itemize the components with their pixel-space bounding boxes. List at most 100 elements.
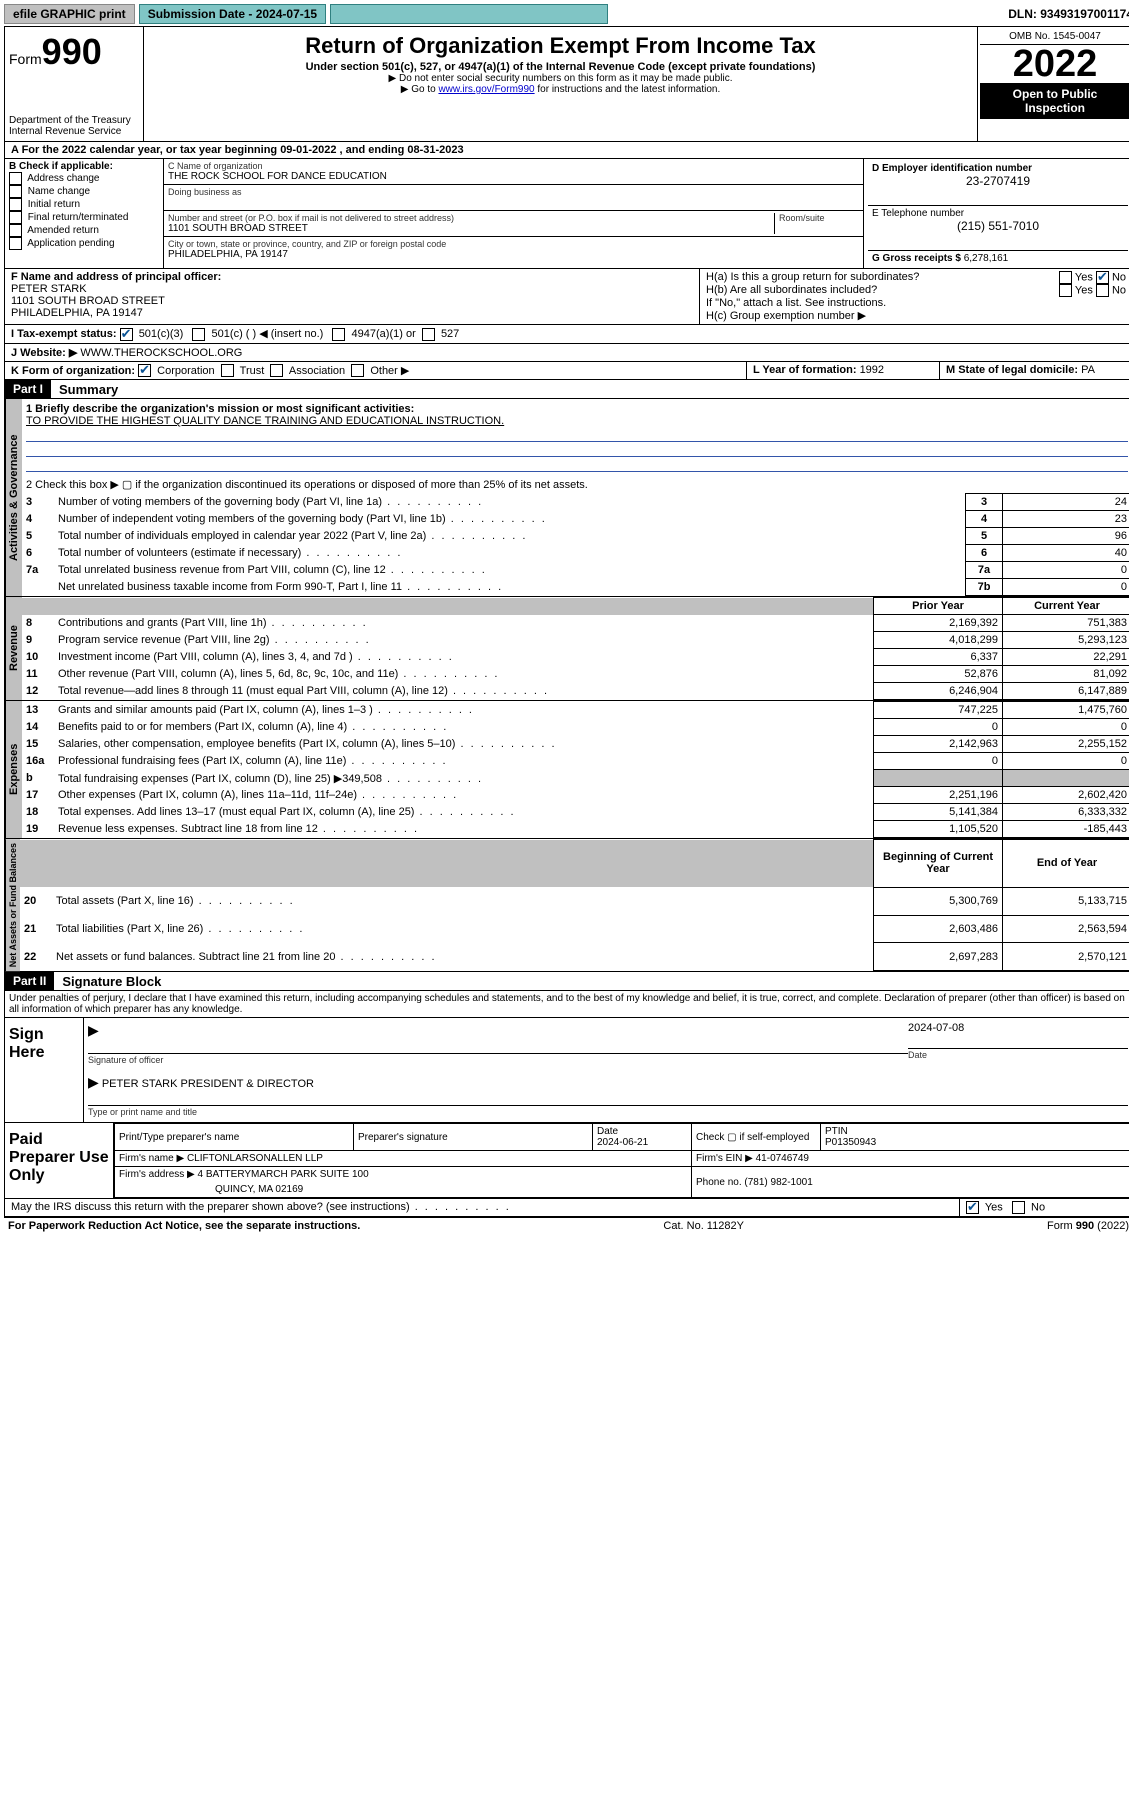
firm-ein: 41-0746749 xyxy=(756,1153,809,1164)
discuss-yes[interactable] xyxy=(966,1201,979,1214)
vtab-rev: Revenue xyxy=(5,597,22,700)
self-employed-check[interactable]: Check ▢ if self-employed xyxy=(692,1124,821,1151)
telephone: (215) 551-7010 xyxy=(872,219,1124,233)
discuss-no[interactable] xyxy=(1012,1201,1025,1214)
section-bcd: B Check if applicable: Address change Na… xyxy=(4,159,1129,269)
vtab-na: Net Assets or Fund Balances xyxy=(5,839,20,971)
gross-receipts: 6,278,161 xyxy=(964,253,1009,264)
ha-no[interactable] xyxy=(1096,271,1109,284)
name-label: C Name of organization xyxy=(168,161,859,171)
cat-no: Cat. No. 11282Y xyxy=(663,1220,744,1232)
firm-name: CLIFTONLARSONALLEN LLP xyxy=(187,1153,323,1164)
dept-treasury: Department of the Treasury xyxy=(9,115,139,126)
officer-name: PETER STARK xyxy=(11,283,87,295)
row-i: I Tax-exempt status: 501(c)(3) 501(c) ( … xyxy=(4,325,1129,344)
corp-check[interactable] xyxy=(138,364,151,377)
efile-button[interactable]: efile GRAPHIC print xyxy=(4,4,135,24)
summary-ag: Activities & Governance 1 Briefly descri… xyxy=(4,399,1129,597)
hb-yes[interactable] xyxy=(1059,284,1072,297)
officer-print-name: PETER STARK PRESIDENT & DIRECTOR xyxy=(102,1078,314,1090)
boxb-check[interactable] xyxy=(9,211,22,224)
top-bar: efile GRAPHIC print Submission Date - 20… xyxy=(4,4,1129,24)
ha-label: H(a) Is this a group return for subordin… xyxy=(706,271,919,284)
org-city: PHILADELPHIA, PA 19147 xyxy=(168,249,859,260)
summary-expenses: Expenses 13 Grants and similar amounts p… xyxy=(4,701,1129,839)
city-label: City or town, state or province, country… xyxy=(168,239,859,249)
4947-check[interactable] xyxy=(332,328,345,341)
row-fh: F Name and address of principal officer:… xyxy=(4,269,1129,325)
527-check[interactable] xyxy=(422,328,435,341)
hb-note: If "No," attach a list. See instructions… xyxy=(706,297,1126,309)
gross-label: G Gross receipts $ xyxy=(872,253,961,264)
boxb-check[interactable] xyxy=(9,224,22,237)
irs-label: Internal Revenue Service xyxy=(9,126,139,137)
website: WWW.THEROCKSCHOOL.ORG xyxy=(80,347,242,359)
paid-preparer-section: Paid Preparer Use Only Print/Type prepar… xyxy=(4,1123,1129,1199)
ha-yes[interactable] xyxy=(1059,271,1072,284)
vtab-ag: Activities & Governance xyxy=(5,399,22,596)
summary-revenue: Revenue Prior Year Current Year8 Contrib… xyxy=(4,597,1129,701)
org-address: 1101 SOUTH BROAD STREET xyxy=(168,223,774,234)
org-name: THE ROCK SCHOOL FOR DANCE EDUCATION xyxy=(168,171,859,182)
trust-check[interactable] xyxy=(221,364,234,377)
part1-header: Part I Summary xyxy=(4,380,1129,399)
name-title-label: Type or print name and title xyxy=(88,1107,197,1117)
note-link: ▶ Go to www.irs.gov/Form990 for instruct… xyxy=(148,84,973,95)
box-c: C Name of organization THE ROCK SCHOOL F… xyxy=(164,159,863,268)
hb-label: H(b) Are all subordinates included? xyxy=(706,284,877,297)
paid-preparer-label: Paid Preparer Use Only xyxy=(5,1123,114,1198)
boxb-check[interactable] xyxy=(9,185,22,198)
dln: DLN: 93493197001174 xyxy=(1008,7,1129,21)
boxb-check[interactable] xyxy=(9,198,22,211)
firm-phone: (781) 982-1001 xyxy=(744,1177,812,1188)
boxb-check[interactable] xyxy=(9,172,22,185)
form-subtitle: Under section 501(c), 527, or 4947(a)(1)… xyxy=(148,61,973,73)
state-domicile: PA xyxy=(1081,364,1095,376)
dba-label: Doing business as xyxy=(168,187,859,197)
assoc-check[interactable] xyxy=(270,364,283,377)
year-formation: 1992 xyxy=(860,364,884,376)
open-inspection: Open to Public Inspection xyxy=(980,83,1129,119)
hc-label: H(c) Group exemption number ▶ xyxy=(706,309,1126,322)
officer-addr2: PHILADELPHIA, PA 19147 xyxy=(11,307,143,319)
prep-name-label: Print/Type preparer's name xyxy=(115,1124,354,1151)
tax-year: 2022 xyxy=(980,45,1129,83)
row-klm: K Form of organization: Corporation Trus… xyxy=(4,362,1129,381)
hb-no[interactable] xyxy=(1096,284,1109,297)
sign-here-label: Sign Here xyxy=(5,1018,84,1122)
501c-check[interactable] xyxy=(192,328,205,341)
form-footer: Form 990 (2022) xyxy=(1047,1220,1129,1232)
box-d: D Employer identification number 23-2707… xyxy=(863,159,1129,268)
prep-date: 2024-06-21 xyxy=(597,1137,648,1148)
boxb-check[interactable] xyxy=(9,237,22,250)
officer-label: F Name and address of principal officer: xyxy=(11,271,221,283)
q2: 2 Check this box ▶ ▢ if the organization… xyxy=(22,476,1129,493)
irs-link[interactable]: www.irs.gov/Form990 xyxy=(438,84,534,95)
501c3-check[interactable] xyxy=(120,328,133,341)
tel-label: E Telephone number xyxy=(872,208,964,219)
vtab-exp: Expenses xyxy=(5,701,22,838)
firm-addr: 4 BATTERYMARCH PARK SUITE 100 xyxy=(198,1169,369,1180)
mission: TO PROVIDE THE HIGHEST QUALITY DANCE TRA… xyxy=(26,415,504,427)
officer-addr1: 1101 SOUTH BROAD STREET xyxy=(11,295,165,307)
footer: For Paperwork Reduction Act Notice, see … xyxy=(4,1217,1129,1234)
sig-declaration: Under penalties of perjury, I declare th… xyxy=(4,991,1129,1018)
row-j: J Website: ▶ WWW.THEROCKSCHOOL.ORG xyxy=(4,344,1129,362)
addr-label: Number and street (or P.O. box if mail i… xyxy=(168,213,774,223)
sign-here-section: Sign Here ▶ Signature of officer 2024-07… xyxy=(4,1018,1129,1123)
form-header: Form990 Department of the Treasury Inter… xyxy=(4,26,1129,142)
firm-city: QUINCY, MA 02169 xyxy=(115,1182,692,1198)
blank-button xyxy=(330,4,608,24)
room-label: Room/suite xyxy=(779,213,859,223)
discuss-row: May the IRS discuss this return with the… xyxy=(4,1199,1129,1217)
prep-sig-label: Preparer's signature xyxy=(354,1124,593,1151)
sig-date: 2024-07-08 xyxy=(908,1022,1128,1034)
note-ssn: ▶ Do not enter social security numbers o… xyxy=(148,73,973,84)
box-b: B Check if applicable: Address change Na… xyxy=(5,159,164,268)
part2-header: Part II Signature Block xyxy=(4,972,1129,991)
ein: 23-2707419 xyxy=(872,174,1124,188)
ptin: P01350943 xyxy=(825,1137,876,1148)
other-check[interactable] xyxy=(351,364,364,377)
submission-date-button[interactable]: Submission Date - 2024-07-15 xyxy=(139,4,326,24)
ein-label: D Employer identification number xyxy=(872,163,1032,174)
